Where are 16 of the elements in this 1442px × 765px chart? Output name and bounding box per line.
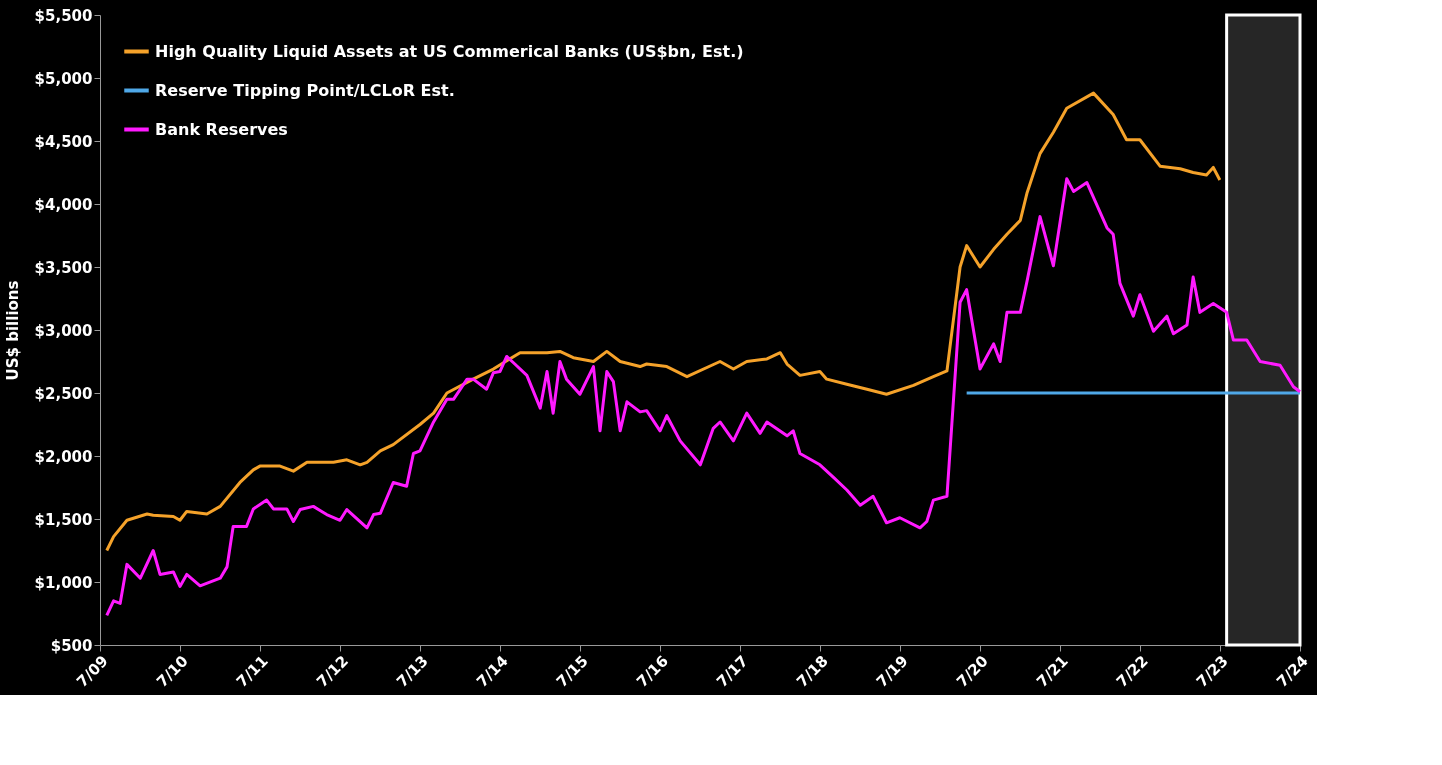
y-tick-label: $3,500 <box>34 258 93 277</box>
y-tick-label: $1,500 <box>34 510 93 529</box>
y-tick-label: $2,000 <box>34 447 93 466</box>
y-axis-title: US$ billions <box>3 280 22 381</box>
line-series <box>105 177 1302 617</box>
y-tick-label: $4,500 <box>34 132 93 151</box>
y-tick-label: $5,000 <box>34 69 93 88</box>
y-tick-label: $2,500 <box>34 384 93 403</box>
y-tick-label: $3,000 <box>34 321 93 340</box>
y-tick-label: $1,000 <box>34 573 93 592</box>
y-tick-label: $4,000 <box>34 195 93 214</box>
y-tick-label: $5,500 <box>34 6 93 25</box>
legend-label: Reserve Tipping Point/LCLoR Est. <box>155 80 455 100</box>
legend-label: High Quality Liquid Assets at US Commerical Banks (US$bn, Est.) <box>155 41 744 61</box>
legend-label: Bank Reserves <box>155 119 288 139</box>
y-tick-label: $500 <box>50 636 93 655</box>
